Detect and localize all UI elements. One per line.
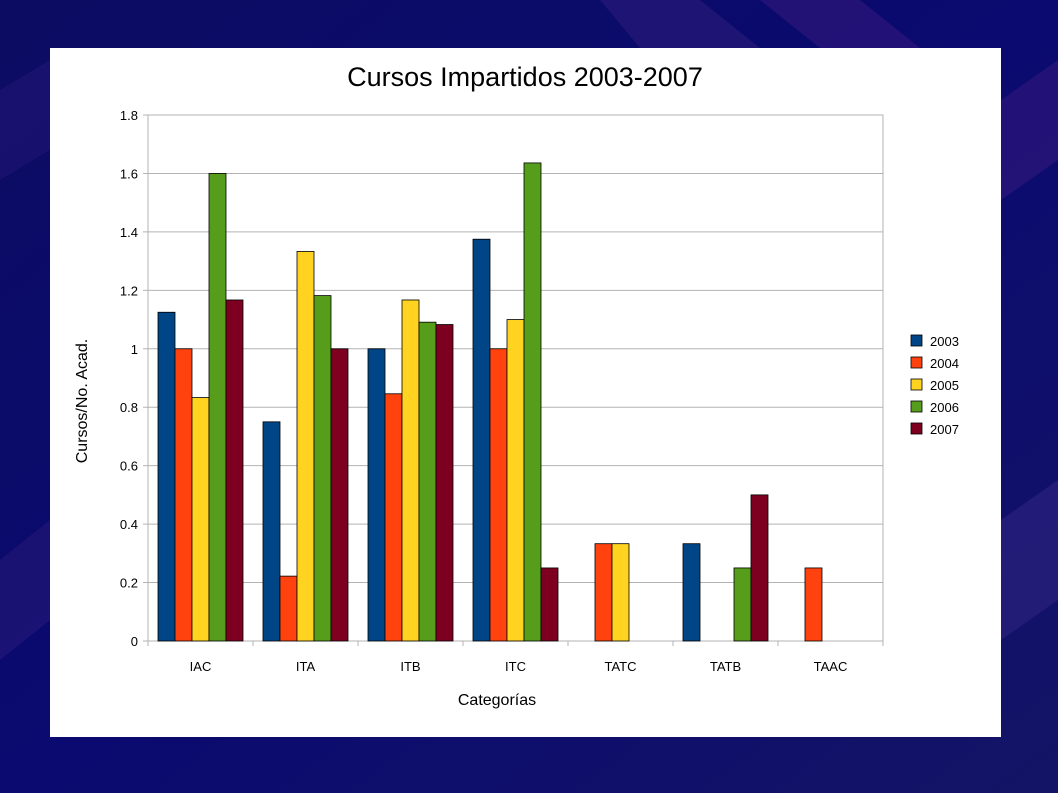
bar-2007-ITB xyxy=(435,324,454,642)
bar-chart: Cursos Impartidos 2003-2007 0 0.2 0.4 0.6 0.… xyxy=(74,62,959,709)
bar-2005-TATC xyxy=(611,543,630,642)
legend-label-2004: 2004 xyxy=(930,356,959,371)
x-axis-title: Categorías xyxy=(458,692,536,709)
y-tick-label: 1.8 xyxy=(120,108,138,123)
x-tick-label: IAC xyxy=(190,659,212,674)
legend-label-2005: 2005 xyxy=(930,378,959,393)
bar-2007-TATB xyxy=(750,494,769,642)
x-tick-label: ITB xyxy=(400,659,420,674)
bar-2006-ITB xyxy=(418,321,437,642)
bar-2003-TATB xyxy=(682,543,701,642)
bar-2007-IAC xyxy=(225,299,244,642)
bar-2003-ITC xyxy=(472,238,491,642)
bar-2004-TATC xyxy=(594,543,613,642)
legend-swatch-2006 xyxy=(910,400,923,413)
y-tick-label: 1.2 xyxy=(120,283,138,298)
bar-2005-ITC xyxy=(506,319,525,642)
bar-2003-ITA xyxy=(262,421,281,642)
bar-2004-ITC xyxy=(489,348,508,642)
bars xyxy=(157,162,823,642)
legend: 2003 2004 2005 2006 2007 xyxy=(910,334,959,437)
y-tick-label: 1 xyxy=(131,342,138,357)
y-tick-label: 0.4 xyxy=(120,517,138,532)
y-axis-title: Cursos/No. Acad. xyxy=(74,339,91,464)
bar-2003-ITB xyxy=(367,348,386,642)
legend-swatch-2003 xyxy=(910,334,923,347)
chart-panel: Cursos Impartidos 2003-2007 0 0.2 0.4 0.6 0.… xyxy=(50,48,1001,737)
legend-label-2003: 2003 xyxy=(930,334,959,349)
bar-2006-TATB xyxy=(733,567,752,642)
y-tick-label: 0.6 xyxy=(120,459,138,474)
bar-2006-IAC xyxy=(208,173,227,642)
bar-2004-ITB xyxy=(384,393,403,642)
bar-2006-ITA xyxy=(313,295,332,642)
x-tick-label: TAAC xyxy=(814,659,848,674)
bar-2007-ITC xyxy=(540,567,559,642)
y-tick-label: 1.6 xyxy=(120,166,138,181)
bar-2004-IAC xyxy=(174,348,193,642)
y-tick-label: 0.8 xyxy=(120,400,138,415)
legend-swatch-2004 xyxy=(910,356,923,369)
bar-2005-ITA xyxy=(296,251,315,642)
x-tick-label: ITA xyxy=(296,659,316,674)
y-tick-label: 0 xyxy=(131,634,138,649)
x-tick-label: TATB xyxy=(710,659,741,674)
x-tick-label: TATC xyxy=(604,659,636,674)
bar-2005-ITB xyxy=(401,299,420,642)
y-tick-label: 1.4 xyxy=(120,225,138,240)
legend-swatch-2005 xyxy=(910,378,923,391)
legend-label-2006: 2006 xyxy=(930,400,959,415)
bar-2006-ITC xyxy=(523,162,542,642)
tick-labels: 0 0.2 0.4 0.6 0.8 1 1.2 1.4 1.6 1.8 IAC ITA ITB ITC TA… xyxy=(120,108,847,674)
legend-swatch-2007 xyxy=(910,422,923,435)
x-tick-label: ITC xyxy=(505,659,526,674)
bar-2003-IAC xyxy=(157,311,176,642)
chart-title: Cursos Impartidos 2003-2007 xyxy=(347,62,703,92)
y-tick-label: 0.2 xyxy=(120,576,138,591)
bar-2004-ITA xyxy=(279,575,298,642)
bar-2007-ITA xyxy=(330,348,349,642)
bar-2005-IAC xyxy=(191,397,210,642)
bar-2004-TAAC xyxy=(804,567,823,642)
legend-label-2007: 2007 xyxy=(930,422,959,437)
